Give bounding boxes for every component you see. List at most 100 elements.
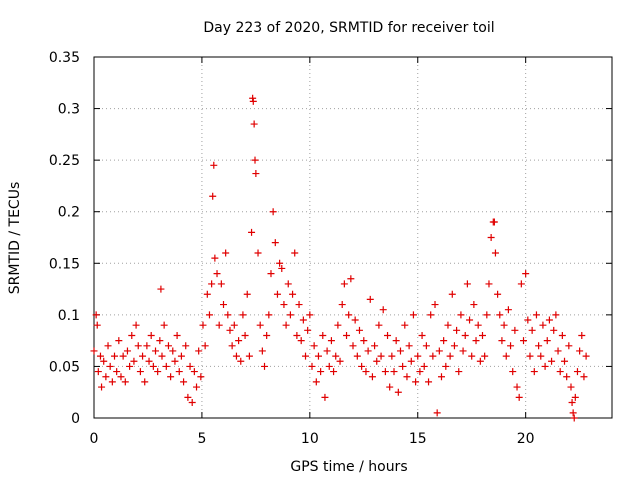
data-point — [145, 357, 153, 365]
data-point — [381, 368, 389, 376]
data-point — [273, 290, 281, 298]
data-point — [448, 290, 456, 298]
data-point — [164, 342, 172, 350]
data-point — [340, 280, 348, 288]
y-tick-label: 0.2 — [58, 205, 80, 221]
data-point — [343, 331, 351, 339]
data-point — [132, 321, 140, 329]
data-point — [353, 352, 361, 360]
data-point — [360, 337, 368, 345]
data-point — [314, 352, 322, 360]
data-point — [203, 290, 211, 298]
data-point — [573, 368, 581, 376]
data-point — [186, 362, 194, 370]
data-point — [113, 368, 121, 376]
data-point — [139, 352, 147, 360]
data-point — [104, 342, 112, 350]
data-point — [565, 342, 573, 350]
data-point — [468, 352, 476, 360]
data-point — [111, 352, 119, 360]
data-point — [401, 321, 409, 329]
data-point — [532, 311, 540, 319]
data-point — [152, 347, 160, 355]
data-point — [461, 331, 469, 339]
x-tick-labels: 0 5 10 15 20 — [90, 431, 535, 447]
data-point — [507, 342, 515, 350]
data-point — [195, 347, 203, 355]
data-point — [230, 321, 238, 329]
data-point — [522, 270, 530, 278]
data-point — [345, 311, 353, 319]
data-point — [209, 192, 217, 200]
data-point — [215, 321, 223, 329]
data-point — [169, 347, 177, 355]
data-point — [515, 393, 523, 401]
data-point — [217, 280, 225, 288]
data-point — [297, 337, 305, 345]
data-point — [224, 311, 232, 319]
data-point — [160, 321, 168, 329]
data-point — [319, 331, 327, 339]
data-point — [182, 342, 190, 350]
data-point — [545, 316, 553, 324]
data-point — [208, 280, 216, 288]
data-point — [457, 311, 465, 319]
data-point — [561, 357, 569, 365]
data-point — [366, 295, 374, 303]
data-point — [90, 347, 98, 355]
data-point — [384, 331, 392, 339]
data-point — [386, 383, 394, 391]
y-axis-label: SRMTID / TECUs — [7, 182, 23, 295]
data-point — [115, 337, 123, 345]
data-point — [422, 342, 430, 350]
data-point — [450, 342, 458, 350]
data-point — [108, 378, 116, 386]
x-axis-label: GPS time / hours — [290, 459, 407, 475]
data-point — [511, 326, 519, 334]
data-point — [249, 94, 257, 102]
data-point — [388, 352, 396, 360]
data-point — [171, 357, 179, 365]
data-point — [433, 409, 441, 417]
data-point — [396, 347, 404, 355]
data-point — [412, 378, 420, 386]
data-point — [126, 362, 134, 370]
data-point — [550, 326, 558, 334]
data-point — [327, 337, 335, 345]
data-point — [213, 270, 221, 278]
data-point — [241, 331, 249, 339]
data-point — [498, 337, 506, 345]
data-point — [245, 352, 253, 360]
data-point — [336, 357, 344, 365]
data-point — [232, 352, 240, 360]
data-point — [490, 218, 498, 226]
data-point — [535, 342, 543, 350]
data-point — [409, 311, 417, 319]
data-point — [476, 357, 484, 365]
data-point — [548, 357, 556, 365]
data-point — [334, 321, 342, 329]
data-point — [306, 311, 314, 319]
data-point — [568, 399, 576, 407]
axis-ticks — [93, 56, 612, 419]
data-point — [373, 357, 381, 365]
y-tick-labels: 0 0.05 0.1 0.15 0.2 0.25 0.3 0.35 — [49, 50, 80, 427]
data-point — [180, 378, 188, 386]
data-point — [578, 331, 586, 339]
data-point — [308, 362, 316, 370]
data-point — [390, 368, 398, 376]
data-point — [193, 383, 201, 391]
data-point — [526, 352, 534, 360]
data-point — [162, 362, 170, 370]
data-point — [446, 352, 454, 360]
data-point — [528, 326, 536, 334]
data-point — [310, 342, 318, 350]
data-point — [271, 239, 279, 247]
data-point — [93, 321, 101, 329]
data-point — [479, 331, 486, 339]
data-point — [517, 280, 525, 288]
data-point — [435, 347, 443, 355]
data-point — [491, 249, 499, 257]
data-point — [190, 368, 198, 376]
